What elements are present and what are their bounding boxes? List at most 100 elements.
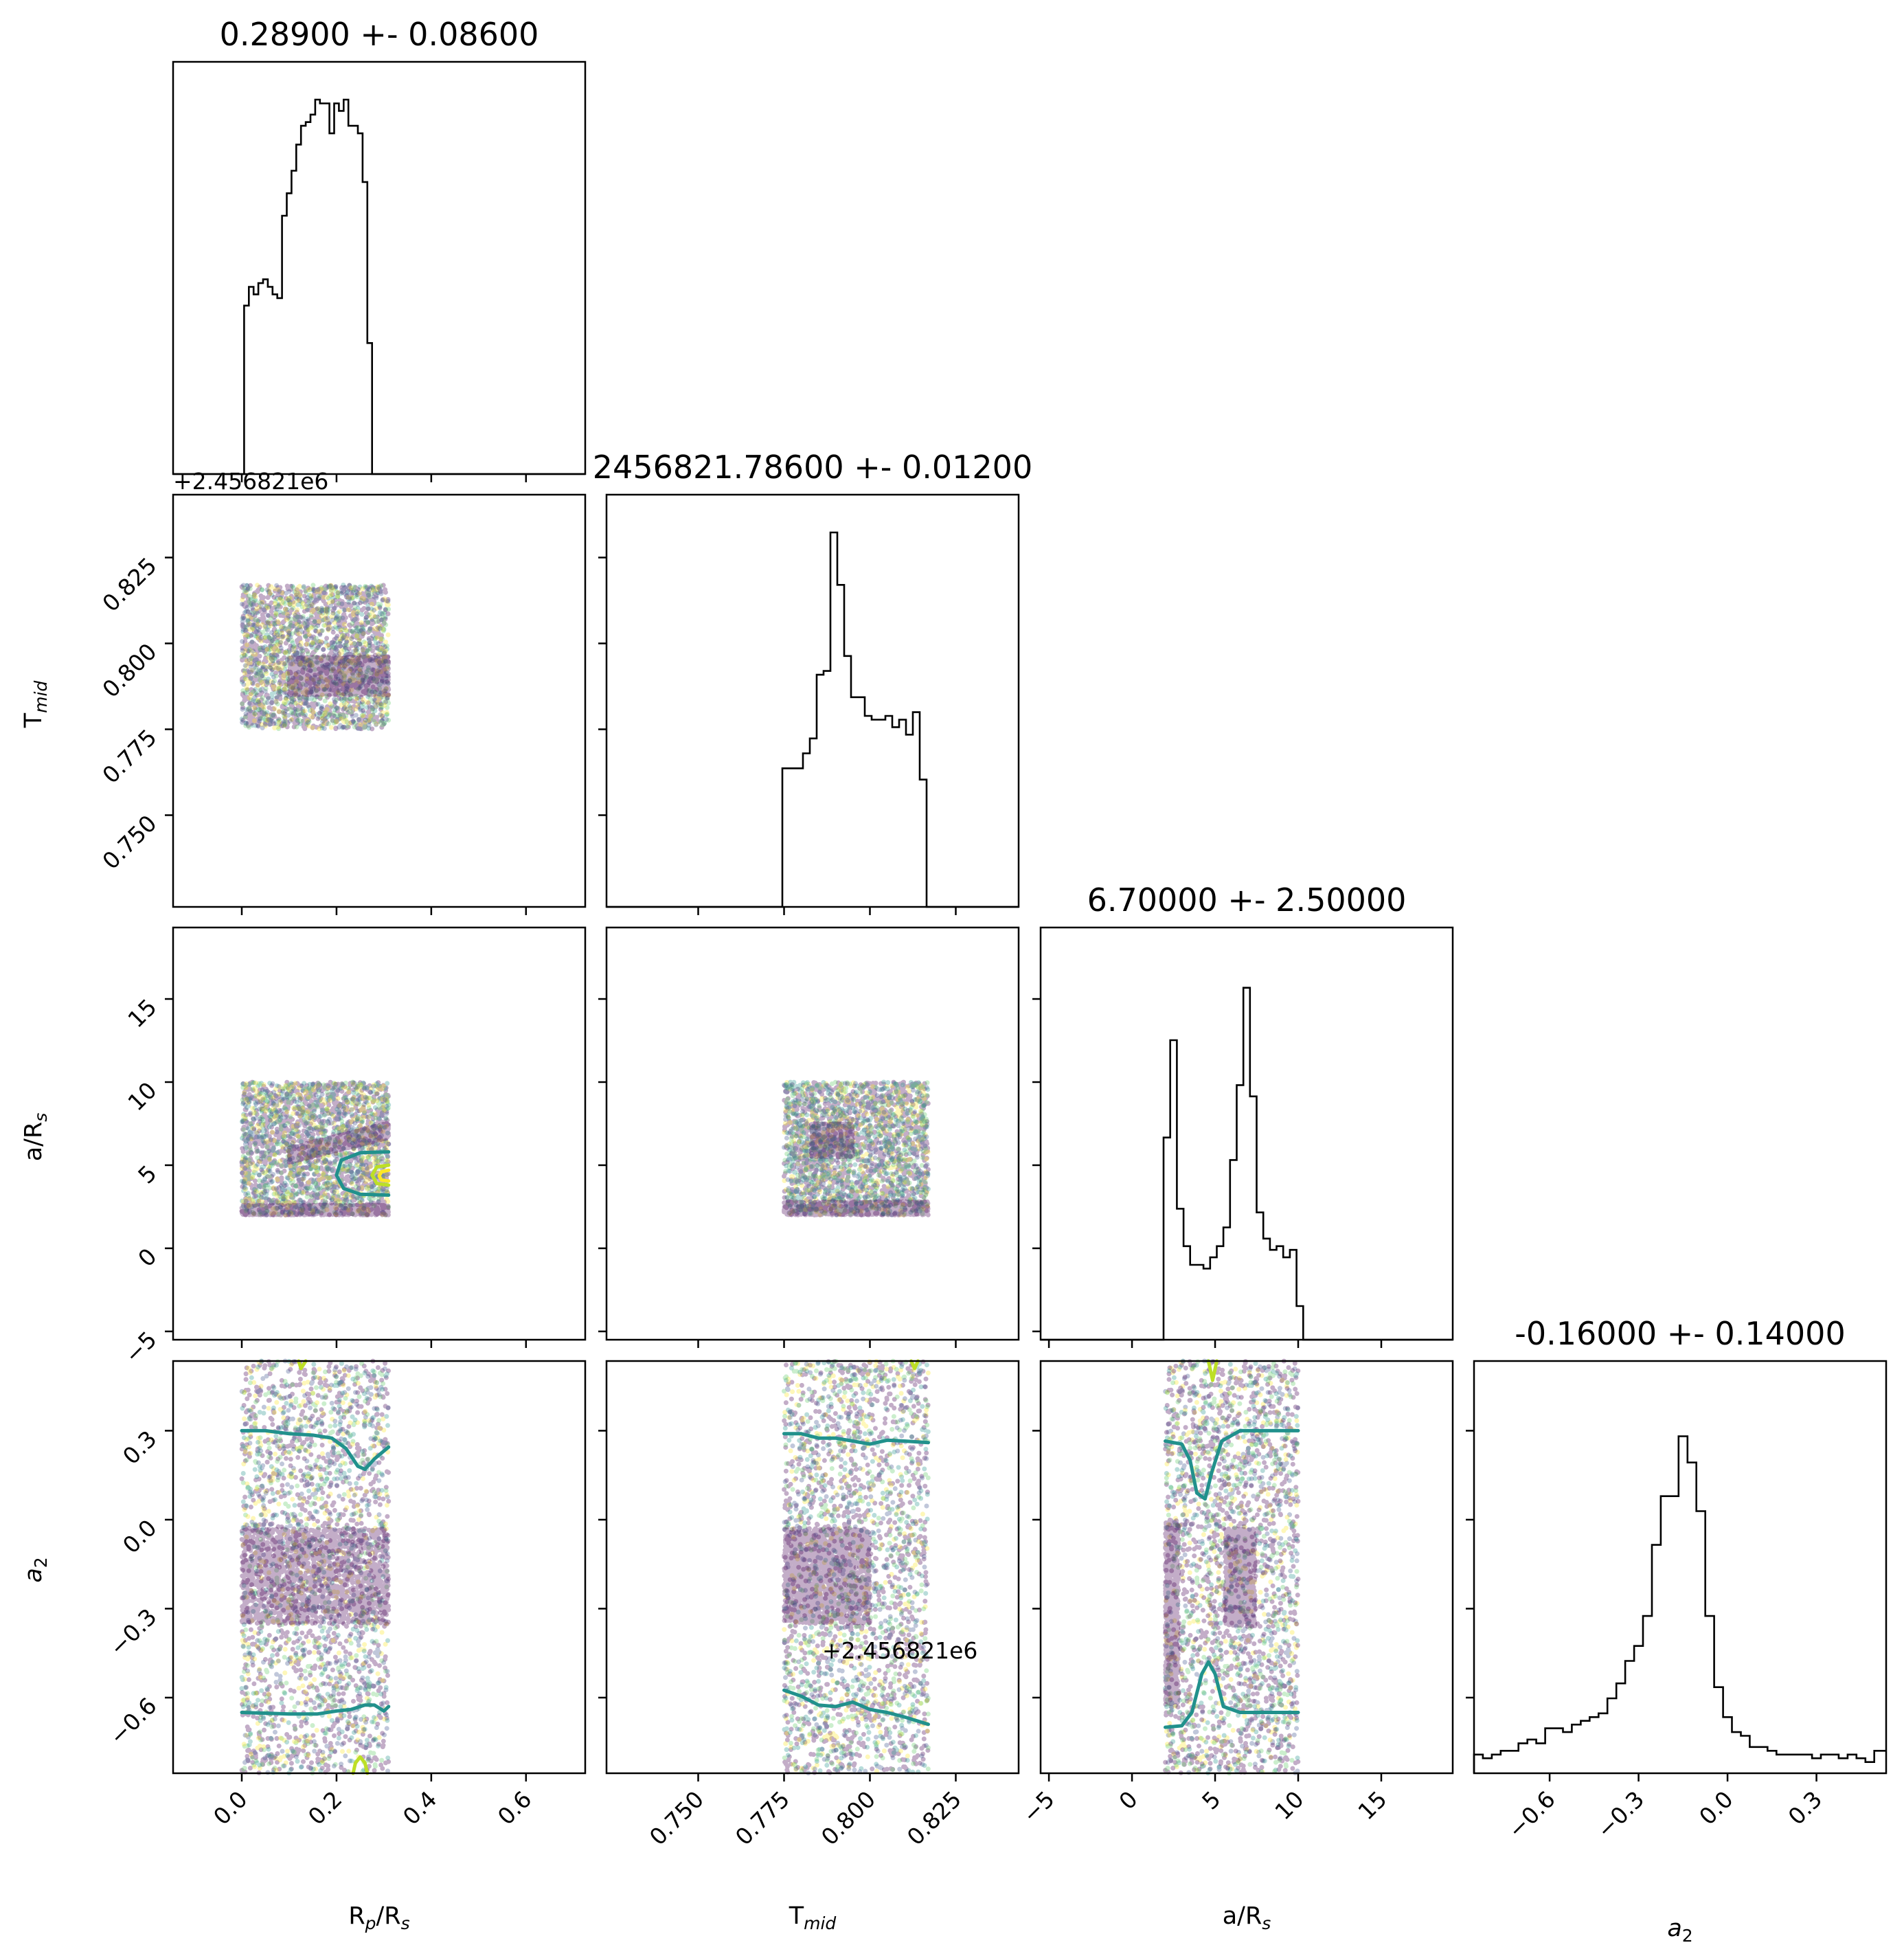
histogram-tmid xyxy=(607,531,1019,908)
contour-ars_a2-2 xyxy=(1206,1359,1219,1382)
histogram-a2 xyxy=(1473,1435,1886,1773)
scatter-points-rp_tmid xyxy=(239,583,391,731)
scatter-points-ars_a2 xyxy=(1164,1359,1300,1776)
scatter-dense-rp_a2 xyxy=(239,1526,392,1626)
panel-frame-3-0 xyxy=(172,1360,587,1775)
xtick-label-a2: 0.0 xyxy=(1694,1786,1738,1830)
panel-frame-0-0 xyxy=(172,60,587,475)
xlabel-tmid: Tmid xyxy=(789,1902,837,1933)
xtick-label-ars: 0 xyxy=(1113,1786,1142,1814)
scatter-blob-tmid-ars xyxy=(809,1121,855,1160)
tick-layer xyxy=(165,474,1817,1781)
text-layer: 0.28900 +- 0.08600 2456821.78600 +- 0.01… xyxy=(20,16,1846,1946)
xtick-label-tmid: 0.775 xyxy=(730,1786,795,1850)
scatter-points-ars_a2 xyxy=(1163,1358,1301,1775)
scatter-points-tmid_a2 xyxy=(782,1360,929,1776)
ytick-label-a2: 0.0 xyxy=(117,1514,162,1559)
histogram-ars xyxy=(1041,987,1453,1341)
xlabel-rp: Rp/Rs xyxy=(348,1902,409,1933)
scatter-points-rp_tmid xyxy=(239,583,391,732)
scatter-band-rp-ars-diag xyxy=(286,1121,392,1165)
xlabel-ars: a/Rs xyxy=(1223,1902,1271,1933)
xtick-label-ars: 10 xyxy=(1269,1786,1308,1825)
scatter-band-rp-ars-low xyxy=(239,1202,391,1217)
scatter-points-rp_ars xyxy=(240,1079,392,1217)
ylabel-tmid: Tmid xyxy=(20,681,51,729)
contour-ars_a2-1 xyxy=(1164,1660,1300,1729)
scatter-points-ars_a2 xyxy=(1163,1358,1300,1776)
panel-frame-3-3 xyxy=(1473,1360,1888,1775)
panel-frame-2-0 xyxy=(172,926,587,1341)
scatter-points-rp_tmid xyxy=(240,583,392,732)
scatter-points-tmid_ars xyxy=(782,1079,930,1217)
xtick-label-a2: −0.3 xyxy=(1591,1786,1649,1843)
scatter-layer xyxy=(239,583,1301,1776)
ylabel-a2: a2 xyxy=(20,1557,51,1582)
ytick-label-tmid: 0.800 xyxy=(97,638,161,703)
scatter-band-tmid-ars-low xyxy=(782,1199,931,1217)
xtick-label-rp: 0.4 xyxy=(398,1786,442,1830)
contour-rp_a2-0 xyxy=(240,1428,391,1472)
offset-tmid-yaxis: +2.456821e6 xyxy=(173,468,328,495)
scatter-points-tmid_ars xyxy=(782,1079,931,1217)
scatter-points-rp_tmid xyxy=(239,583,391,732)
panel-frame-1-1 xyxy=(605,493,1020,908)
scatter-points-ars_a2 xyxy=(1164,1360,1300,1775)
xtick-label-ars: 5 xyxy=(1197,1786,1225,1814)
ytick-label-tmid: 0.825 xyxy=(97,552,161,617)
scatter-points-tmid_ars xyxy=(782,1081,931,1217)
xtick-label-rp: 0.2 xyxy=(303,1786,348,1830)
panel-frame-3-1 xyxy=(605,1360,1020,1775)
contour-rp_a2-1 xyxy=(240,1703,391,1716)
offset-tmid-xaxis: +2.456821e6 xyxy=(822,1637,977,1664)
scatter-points-tmid_ars xyxy=(782,1080,931,1217)
scatter-points-rp_ars xyxy=(239,1079,392,1217)
scatter-blob-ars-a2 xyxy=(1223,1526,1258,1629)
contour-ars_a2-0 xyxy=(1164,1428,1300,1501)
xlabel-a2: a2 xyxy=(1667,1915,1692,1946)
contour-tmid_a2-1 xyxy=(782,1688,930,1727)
ytick-label-ars: 10 xyxy=(122,1077,161,1116)
scatter-dense-rp_tmid xyxy=(286,655,392,697)
ytick-label-a2: −0.6 xyxy=(104,1692,161,1750)
histogram-rp xyxy=(173,98,585,475)
title-rp: 0.28900 +- 0.08600 xyxy=(220,16,539,53)
contour-tmid_a2-2 xyxy=(909,1359,920,1371)
scatter-points-rp_ars xyxy=(240,1081,392,1217)
xtick-label-a2: −0.6 xyxy=(1503,1786,1561,1843)
xtick-label-ars: −5 xyxy=(1017,1786,1060,1828)
xtick-label-tmid: 0.750 xyxy=(644,1786,709,1850)
panel-frame-1-0 xyxy=(172,493,587,908)
ytick-label-ars: −5 xyxy=(120,1326,162,1369)
contour-tmid_a2-0 xyxy=(782,1432,930,1446)
contour-rp_ars-2 xyxy=(377,1168,391,1183)
ytick-label-ars: 5 xyxy=(133,1160,161,1189)
xtick-label-tmid: 0.800 xyxy=(816,1786,881,1850)
ylabel-ars: a/Rs xyxy=(20,1113,51,1162)
contour-rp_a2-3 xyxy=(351,1755,370,1775)
scatter-dense-tmid_a2 xyxy=(782,1526,873,1626)
frame-layer xyxy=(172,60,1888,1775)
title-a2: -0.16000 +- 0.14000 xyxy=(1515,1315,1845,1352)
contour-rp_ars-0 xyxy=(335,1150,391,1197)
scatter-points-tmid_a2 xyxy=(782,1360,931,1775)
contour-layer xyxy=(240,1150,1300,1775)
ytick-label-ars: 0 xyxy=(133,1243,161,1272)
contour-rp_a2-2 xyxy=(297,1359,308,1371)
scatter-points-tmid_a2 xyxy=(782,1358,931,1773)
histogram-layer xyxy=(173,98,1886,1773)
ytick-label-tmid: 0.750 xyxy=(97,810,161,875)
scatter-points-tmid_a2 xyxy=(782,1359,931,1774)
title-ars: 6.70000 +- 2.50000 xyxy=(1087,881,1407,919)
scatter-band-ars-a2-low xyxy=(1163,1517,1181,1706)
ytick-label-ars: 15 xyxy=(122,993,161,1033)
scatter-points-rp_a2 xyxy=(239,1358,391,1775)
panel-frame-2-2 xyxy=(1039,926,1454,1341)
xtick-label-rp: 0.0 xyxy=(208,1786,253,1830)
scatter-points-rp_tmid xyxy=(239,583,392,732)
ytick-label-a2: 0.3 xyxy=(117,1425,162,1470)
panel-frame-2-1 xyxy=(605,926,1020,1341)
panel-frame-3-2 xyxy=(1039,1360,1454,1775)
xtick-label-ars: 15 xyxy=(1352,1786,1392,1825)
